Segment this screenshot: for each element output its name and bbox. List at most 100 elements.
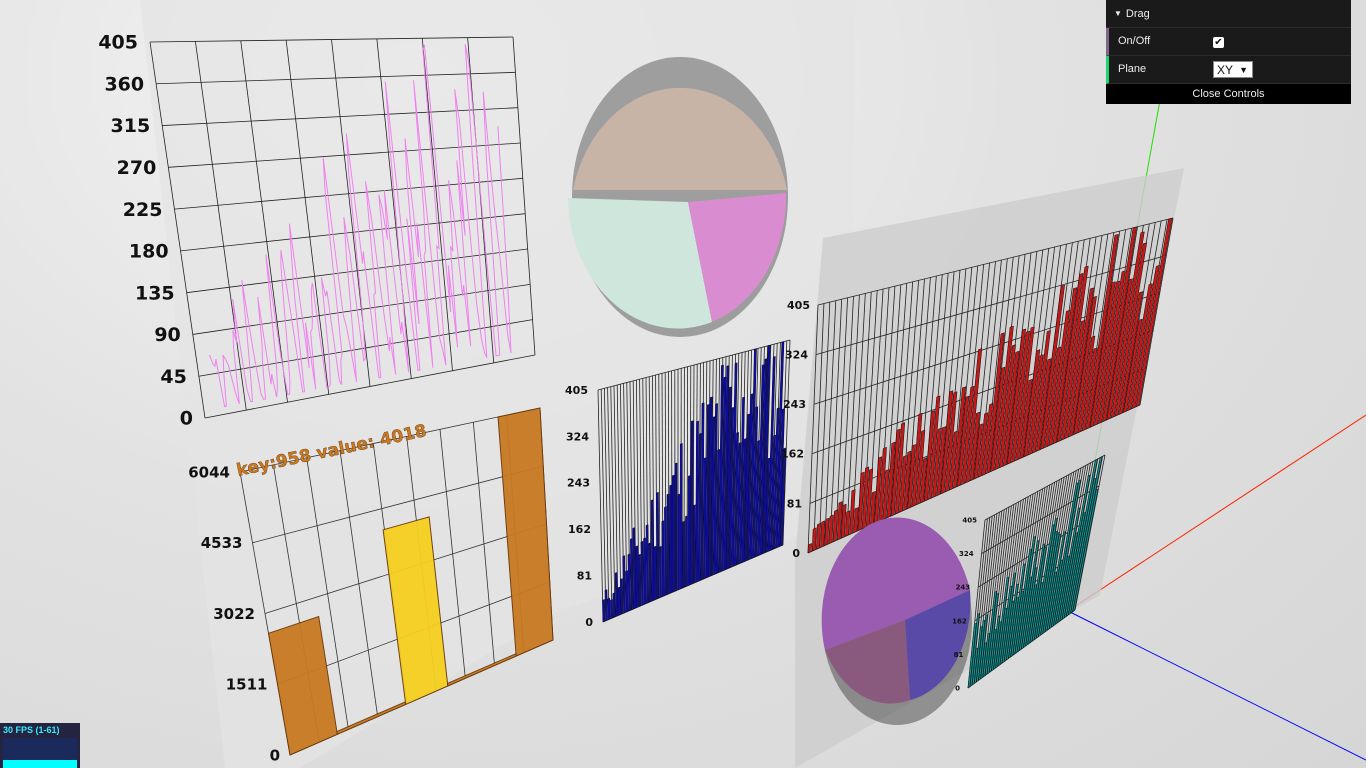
histogram-bar[interactable] (1012, 590, 1024, 656)
histogram-bar[interactable] (1008, 596, 1019, 659)
histogram-bar[interactable] (669, 484, 673, 594)
histogram-bar[interactable] (1051, 482, 1079, 628)
histogram-bar[interactable] (982, 632, 990, 678)
histogram-bar[interactable] (695, 420, 699, 583)
histogram-bar[interactable] (944, 391, 958, 493)
histogram-bar[interactable] (1053, 479, 1082, 627)
histogram-bar[interactable] (632, 527, 637, 610)
histogram-bar[interactable] (986, 592, 999, 675)
histogram-bar[interactable] (936, 426, 947, 497)
histogram-bar[interactable] (932, 427, 942, 498)
histogram-bar[interactable] (1038, 530, 1058, 638)
histogram-bar[interactable] (685, 515, 688, 588)
histogram-bar[interactable] (659, 545, 662, 599)
histogram-bar[interactable] (625, 570, 629, 613)
histogram-bar[interactable] (976, 619, 986, 683)
histogram-bar[interactable] (617, 586, 621, 616)
histogram-bar[interactable] (967, 622, 977, 689)
histogram-bar[interactable] (607, 597, 611, 621)
close-controls-button[interactable]: Close Controls (1106, 84, 1351, 104)
histogram-bar[interactable] (890, 428, 901, 517)
histogram-bar[interactable] (656, 491, 660, 600)
histogram-bar[interactable] (718, 364, 724, 573)
histogram-bar[interactable] (741, 438, 747, 563)
histogram-bar[interactable] (973, 423, 984, 480)
histogram-bar[interactable] (982, 402, 994, 476)
histogram-bar[interactable] (1052, 287, 1078, 445)
histogram-bar[interactable] (1001, 572, 1016, 664)
histogram-bar[interactable] (653, 545, 657, 601)
histogram-bar[interactable] (915, 429, 926, 506)
histogram-bar[interactable] (780, 447, 787, 547)
histogram-bar[interactable] (710, 416, 716, 577)
histogram-bar[interactable] (1064, 319, 1086, 439)
histogram-bar[interactable] (666, 493, 670, 595)
histogram-bar[interactable] (974, 625, 983, 684)
histogram-bar[interactable] (969, 612, 980, 687)
histogram-bar[interactable] (1023, 349, 1041, 458)
histogram-bar[interactable] (928, 395, 941, 500)
histogram-bar[interactable] (1027, 354, 1044, 456)
histogram-bar[interactable] (1046, 530, 1066, 631)
histogram-bar[interactable] (923, 410, 936, 502)
histogram-bar[interactable] (994, 325, 1014, 471)
histogram-bar[interactable] (940, 390, 954, 495)
histogram-bar[interactable] (836, 501, 843, 541)
histogram-bar[interactable] (1110, 231, 1145, 419)
histogram-bar[interactable] (832, 509, 839, 543)
histogram-bar[interactable] (820, 520, 826, 548)
histogram-bar[interactable] (604, 589, 608, 622)
histogram-bar[interactable] (703, 457, 707, 580)
histogram-bar[interactable] (739, 396, 745, 565)
histogram-bar[interactable] (1068, 477, 1097, 616)
histogram-bar[interactable] (638, 553, 642, 607)
histogram-bar[interactable] (1056, 273, 1084, 443)
histogram-bar[interactable] (767, 356, 776, 552)
histogram-bar[interactable] (952, 386, 967, 489)
histogram-bar[interactable] (957, 395, 970, 487)
histogram-bar[interactable] (861, 466, 870, 530)
histogram-bar[interactable] (602, 599, 606, 623)
histogram-bar[interactable] (990, 366, 1006, 473)
histogram-bar[interactable] (1118, 291, 1144, 415)
bar[interactable] (267, 615, 338, 756)
histogram-bar[interactable] (1025, 583, 1037, 647)
histogram-bar[interactable] (622, 555, 626, 614)
histogram-bar[interactable] (998, 344, 1016, 469)
histogram-bar[interactable] (648, 542, 652, 603)
histogram-bar[interactable] (1059, 531, 1078, 622)
histogram-bar[interactable] (1044, 571, 1057, 633)
histogram-bar[interactable] (894, 422, 906, 515)
histogram-bar[interactable] (640, 540, 644, 606)
histogram-bar[interactable] (769, 434, 776, 551)
histogram-bar[interactable] (692, 504, 696, 584)
histogram-bar[interactable] (853, 507, 859, 534)
histogram-bar[interactable] (1070, 456, 1103, 614)
histogram-bar[interactable] (1027, 543, 1046, 645)
histogram-bar[interactable] (661, 520, 665, 598)
histogram-bar[interactable] (643, 537, 647, 605)
histogram-bar[interactable] (1057, 507, 1081, 624)
histogram-bar[interactable] (1021, 539, 1040, 650)
histogram-bar[interactable] (1033, 523, 1055, 641)
histogram-bar[interactable] (728, 406, 734, 569)
histogram-bar[interactable] (1069, 287, 1094, 437)
histogram-bar[interactable] (1006, 583, 1019, 661)
histogram-bar[interactable] (705, 403, 710, 579)
histogram-bar[interactable] (630, 538, 634, 611)
histogram-bar[interactable] (965, 348, 983, 484)
histogram-bar[interactable] (989, 628, 997, 673)
histogram-bar[interactable] (1029, 546, 1047, 644)
histogram-bar[interactable] (1073, 295, 1097, 436)
histogram-bar[interactable] (1072, 488, 1099, 613)
histogram-bar[interactable] (977, 412, 989, 478)
histogram-bar[interactable] (749, 348, 757, 560)
histogram-bar[interactable] (1102, 226, 1137, 423)
histogram-bar[interactable] (1066, 458, 1098, 617)
bar-chart-bars[interactable] (267, 407, 554, 756)
histogram-bar[interactable] (971, 647, 979, 686)
blue-histogram-bars[interactable] (602, 341, 787, 623)
histogram-bar[interactable] (757, 364, 765, 557)
histogram-bar[interactable] (980, 641, 987, 680)
histogram-bar[interactable] (1063, 511, 1086, 619)
